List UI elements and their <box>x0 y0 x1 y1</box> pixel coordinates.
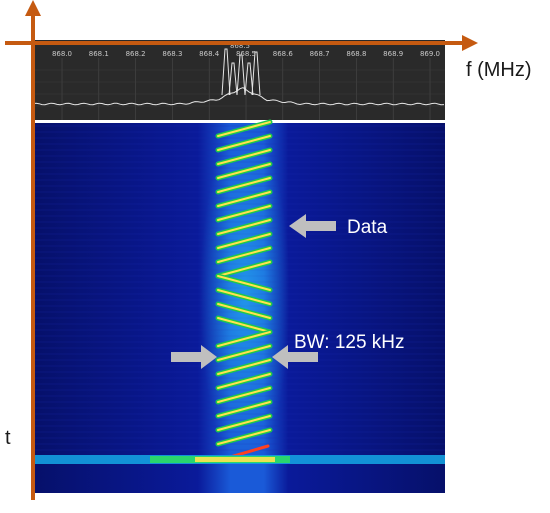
chirp-symbol <box>217 191 271 207</box>
chirp-symbol <box>217 233 271 249</box>
chirp-symbol <box>217 345 271 361</box>
spectrum-peak <box>244 62 254 96</box>
spectrum-tick-label: 868.1 <box>89 50 109 58</box>
spectrum-tick-label: 868.0 <box>52 50 72 58</box>
waterfall-panel <box>33 119 445 493</box>
spectrum-tick-labels: 868.0 868.1 868.2 868.3 868.4 868.5 868.6 868.7… <box>52 50 440 58</box>
data-arrow <box>289 214 336 238</box>
chirp-symbol <box>217 205 271 221</box>
chirp-symbol <box>217 359 271 375</box>
spectrum-peak <box>251 51 261 96</box>
chirp-symbol <box>217 219 271 235</box>
bw-right-arrow <box>272 345 318 369</box>
bandwidth-annotation: BW: 125 kHz <box>171 332 405 369</box>
chirp-symbol <box>217 317 271 333</box>
spectrum-tick-label: 869.0 <box>420 50 440 58</box>
chirp-symbol <box>217 289 271 305</box>
spectrum-peak <box>221 48 231 96</box>
bw-left-arrow <box>171 345 217 369</box>
chirp-symbol <box>217 303 271 319</box>
chirp-symbol <box>217 387 271 403</box>
spectrum-background <box>33 40 445 120</box>
spectrum-trace <box>32 87 445 106</box>
chirp-symbol <box>217 121 271 137</box>
chirp-symbol <box>217 135 271 151</box>
chirp-symbol <box>217 163 271 179</box>
chirp-symbol <box>217 429 271 445</box>
spectrum-tick-label: 868.9 <box>383 50 403 58</box>
spectrum-tick-label: 868.6 <box>273 50 294 58</box>
bw-label: BW: 125 kHz <box>294 332 405 353</box>
preamble-core <box>195 457 275 462</box>
spectrum-tick-label: 868.4 <box>199 50 220 58</box>
data-label: Data <box>347 217 388 238</box>
chirp-symbol <box>217 247 271 263</box>
spectrum-grid <box>33 48 445 120</box>
spectrum-peak <box>228 62 238 96</box>
chirp-symbol <box>217 331 271 347</box>
spectrum-center-marker: 868.5 <box>230 42 250 50</box>
chirp-symbol <box>217 275 271 291</box>
x-axis-label: f (MHz) <box>466 59 532 81</box>
spectrum-tick-label: 868.8 <box>346 50 366 58</box>
y-axis-label: t <box>5 427 11 449</box>
spectrum-tick-label: 868.5 <box>236 50 256 58</box>
chirp-symbol <box>217 261 271 277</box>
spectrum-panel: 868.0 868.1 868.2 868.3 868.4 868.5 868.6 868.7… <box>32 40 445 120</box>
chirp-symbol <box>217 415 271 431</box>
chirp-symbol <box>217 177 271 193</box>
chirp-symbols <box>215 119 273 462</box>
chirp-symbol <box>217 373 271 389</box>
spectrum-tick-label: 868.3 <box>162 50 182 58</box>
spectrum-tick-label: 868.7 <box>310 50 330 58</box>
data-annotation: Data <box>289 214 388 238</box>
chirp-symbol <box>217 149 271 165</box>
spectrum-tick-label: 868.2 <box>126 50 146 58</box>
spectrum-peak <box>236 54 246 96</box>
chirp-symbol <box>217 401 271 417</box>
